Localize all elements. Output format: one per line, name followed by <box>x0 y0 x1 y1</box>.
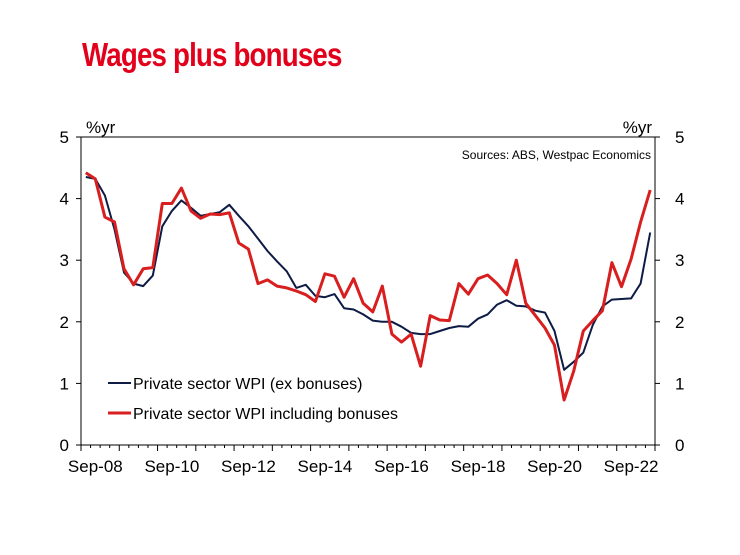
y-tick-label-left: 3 <box>60 251 69 270</box>
x-tick-label: Sep-08 <box>68 457 123 476</box>
legend: Private sector WPI (ex bonuses) Private … <box>108 376 398 423</box>
y-tick-label-right: 3 <box>675 251 684 270</box>
y-tick-label-left: 0 <box>60 436 69 455</box>
x-tick-label: Sep-22 <box>604 457 659 476</box>
x-tick-label: Sep-18 <box>451 457 506 476</box>
x-tick-label: Sep-12 <box>221 457 276 476</box>
chart-title: Wages plus bonuses <box>82 36 342 73</box>
y-tick-label-left: 2 <box>60 313 69 332</box>
y-axis-unit-left: %yr <box>86 118 116 137</box>
y-tick-label-right: 1 <box>675 374 684 393</box>
y-tick-label-left: 4 <box>60 190 69 209</box>
source-note: Sources: ABS, Westpac Economics <box>462 148 651 162</box>
axes: 0 0 1 1 2 2 3 3 4 4 5 5 Sep-08 Sep-10 Sep-12 Sep-14 Sep-… <box>60 128 685 476</box>
x-tick-label: Sep-16 <box>374 457 429 476</box>
y-tick-label-right: 0 <box>675 436 684 455</box>
y-axis-unit-right: %yr <box>623 118 653 137</box>
series-line-ex-bonuses <box>85 176 652 371</box>
y-tick-label-left: 1 <box>60 374 69 393</box>
y-tick-label-left: 5 <box>60 128 69 147</box>
legend-label-ex-bonuses: Private sector WPI (ex bonuses) <box>133 376 362 393</box>
legend-label-including-bonuses: Private sector WPI including bonuses <box>133 406 398 423</box>
series-line-including-bonuses <box>84 171 652 402</box>
y-tick-label-right: 2 <box>675 313 684 332</box>
y-tick-label-right: 4 <box>675 190 684 209</box>
plot-frame <box>80 136 656 446</box>
y-tick-label-right: 5 <box>675 128 684 147</box>
x-tick-label: Sep-20 <box>527 457 582 476</box>
x-tick-label: Sep-14 <box>298 457 353 476</box>
x-tick-label: Sep-10 <box>144 457 199 476</box>
series-lines <box>84 171 652 402</box>
